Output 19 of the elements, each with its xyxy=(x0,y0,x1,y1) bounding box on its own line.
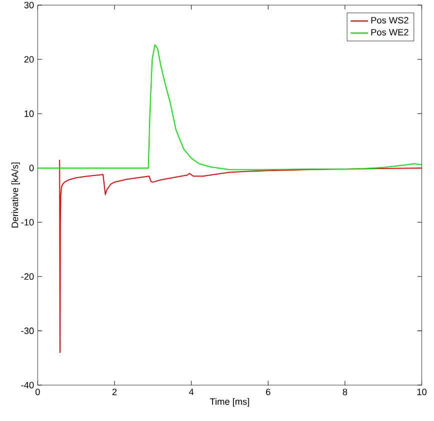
x-tick-label: 2 xyxy=(112,388,117,396)
y-tick-label: 20 xyxy=(24,56,34,63)
x-tick-label: 10 xyxy=(417,388,427,396)
y-tick-label: -30 xyxy=(21,328,34,334)
legend-label: Pos WS2 xyxy=(371,17,408,24)
x-tick-label: 6 xyxy=(266,388,270,396)
y-tick-label: 0 xyxy=(29,164,34,172)
y-tick-label: -10 xyxy=(21,219,34,226)
legend-label: Pos WE2 xyxy=(371,29,408,36)
x-tick-label: 8 xyxy=(342,388,348,396)
line-series xyxy=(59,159,422,354)
y-tick-label: 10 xyxy=(24,110,34,118)
x-tick-label: 0 xyxy=(36,388,40,396)
x-axis-title: Time [ms] xyxy=(210,398,250,407)
x-tick-label: 4 xyxy=(188,388,194,396)
y-tick-label: -20 xyxy=(21,273,34,280)
y-tick-label: -40 xyxy=(21,382,34,388)
y-axis-title: Derivative [kA/s] xyxy=(11,162,20,228)
y-tick-label: 30 xyxy=(24,2,34,8)
